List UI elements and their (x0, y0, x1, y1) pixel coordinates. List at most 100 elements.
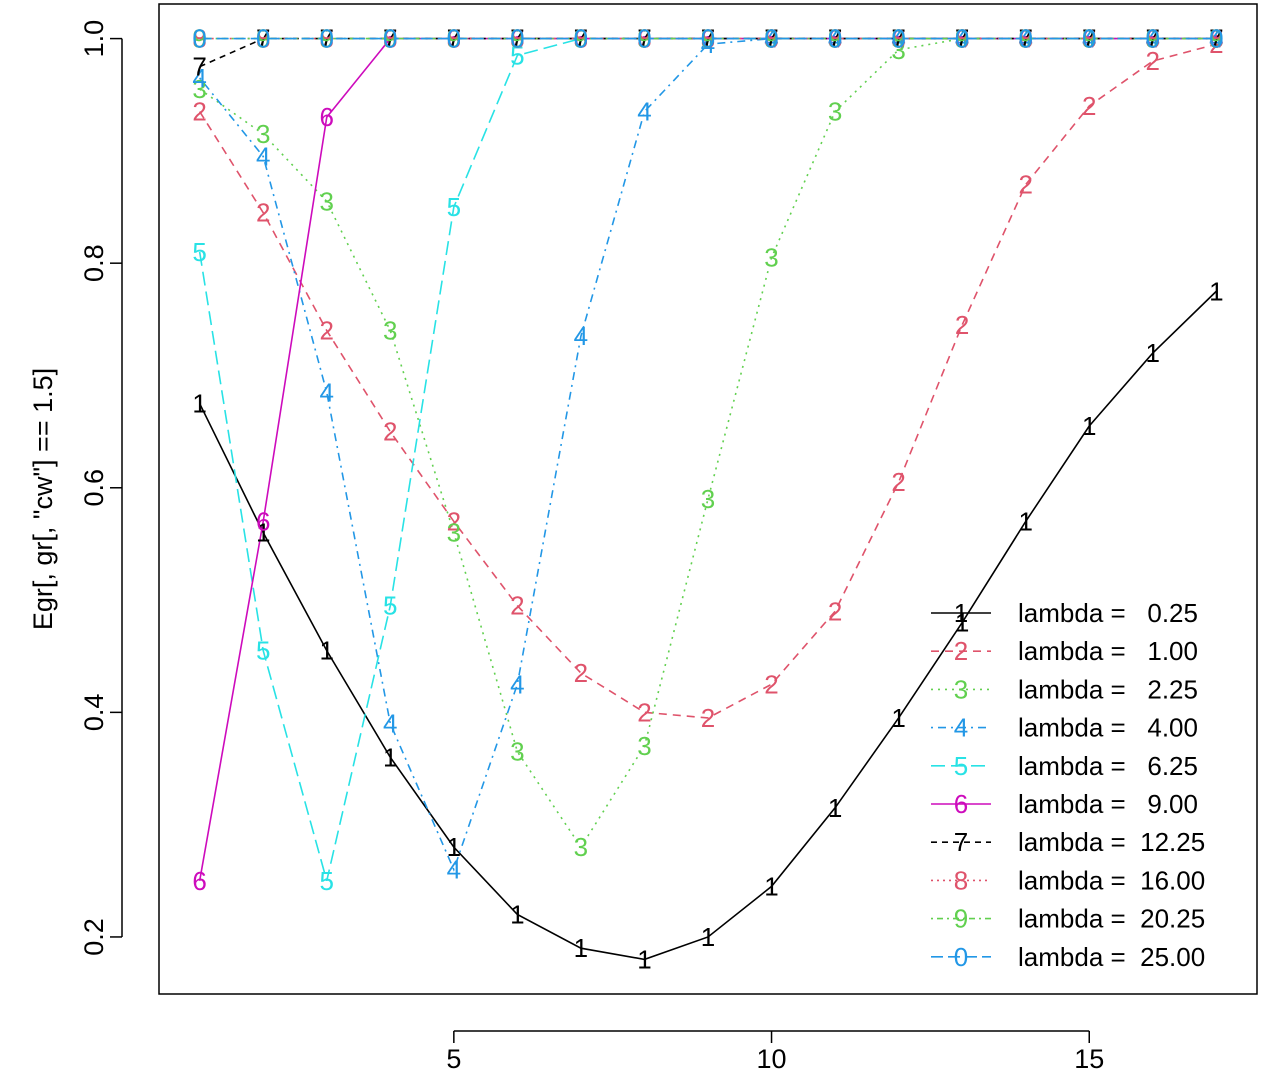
data-point-symbol: 2 (256, 198, 270, 228)
data-point-symbol: 6 (1146, 24, 1160, 54)
data-point-symbol: 4 (574, 321, 588, 351)
legend-symbol: 1 (954, 598, 968, 628)
legend-item: 0 lambda = 25.00 (931, 942, 1205, 972)
legend-symbol: 5 (954, 751, 968, 781)
data-point-symbol: 7 (1209, 24, 1223, 54)
data-point-symbol: 8 (637, 24, 651, 54)
data-point-symbol: 9 (701, 24, 715, 54)
x-tick-label: 10 (757, 1044, 787, 1073)
data-point-symbol: 5 (955, 24, 969, 54)
data-point-symbol: 7 (510, 24, 524, 54)
data-point-symbol: 5 (510, 40, 524, 70)
data-point-symbol: 3 (447, 518, 461, 548)
data-point-symbol: 1 (1018, 506, 1032, 536)
data-point-symbol: 7 (256, 24, 270, 54)
data-point-symbol: 7 (701, 24, 715, 54)
data-point-symbol: 5 (1209, 24, 1223, 54)
data-point-symbol: 1 (1146, 338, 1160, 368)
data-point-symbol: 5 (701, 24, 715, 54)
data-point-symbol: 9 (891, 24, 905, 54)
data-point-symbol: 2 (828, 596, 842, 626)
data-point-symbol: 4 (828, 24, 842, 54)
data-point-symbol: 0 (764, 24, 778, 54)
data-point-symbol: 6 (574, 24, 588, 54)
data-point-symbol: 1 (1082, 411, 1096, 441)
data-point-symbol: 0 (320, 24, 334, 54)
data-point-symbol: 3 (1146, 24, 1160, 54)
data-point-symbol: 8 (574, 24, 588, 54)
data-point-symbol: 9 (574, 24, 588, 54)
legend-item: 9 lambda = 20.25 (931, 904, 1205, 934)
data-point-symbol: 0 (1082, 24, 1096, 54)
x-tick-label: 15 (1074, 1044, 1104, 1073)
data-point-symbol: 0 (192, 24, 206, 54)
data-point-symbol: 0 (447, 24, 461, 54)
data-point-symbol: 1 (510, 899, 524, 929)
legend-label: lambda = 25.00 (1018, 942, 1205, 972)
data-point-symbol: 1 (891, 703, 905, 733)
data-point-symbol: 2 (383, 417, 397, 447)
legend-symbol: 2 (954, 636, 968, 666)
data-point-symbol: 8 (764, 24, 778, 54)
data-point-symbol: 6 (510, 24, 524, 54)
data-point-symbol: 0 (256, 24, 270, 54)
data-point-symbol: 2 (955, 310, 969, 340)
data-point-symbol: 5 (637, 24, 651, 54)
legend-item: 2 lambda = 1.00 (931, 636, 1198, 666)
data-point-symbol: 6 (828, 24, 842, 54)
data-point-symbol: 1 (383, 742, 397, 772)
data-point-symbol: 8 (1018, 24, 1032, 54)
data-point-symbol: 2 (1209, 29, 1223, 59)
data-point-symbol: 9 (383, 24, 397, 54)
legend: 1 lambda = 0.25 2 lambda = 1.00 3 lambda = 2.… (931, 598, 1205, 972)
data-point-symbol: 2 (574, 658, 588, 688)
data-point-symbol: 4 (256, 141, 270, 171)
data-point-symbol: 0 (828, 24, 842, 54)
data-point-symbol: 7 (955, 24, 969, 54)
data-point-symbol: 8 (955, 24, 969, 54)
data-point-symbol: 6 (1018, 24, 1032, 54)
data-point-symbol: 2 (510, 591, 524, 621)
data-point-symbol: 2 (637, 697, 651, 727)
y-tick-label: 0.8 (79, 244, 109, 282)
data-point-symbol: 3 (637, 731, 651, 761)
legend-item: 8 lambda = 16.00 (931, 865, 1205, 895)
data-point-symbol: 2 (320, 316, 334, 346)
legend-item: 1 lambda = 0.25 (931, 598, 1198, 628)
data-point-symbol: 9 (256, 24, 270, 54)
data-point-symbol: 7 (320, 24, 334, 54)
data-point-symbol: 3 (256, 119, 270, 149)
data-point-symbol: 1 (955, 608, 969, 638)
data-point-symbol: 8 (891, 24, 905, 54)
data-point-symbol: 0 (574, 24, 588, 54)
data-point-symbol: 6 (955, 24, 969, 54)
x-tick-label: 5 (446, 1044, 461, 1073)
data-point-symbol: 5 (447, 192, 461, 222)
legend-label: lambda = 2.25 (1018, 674, 1198, 704)
data-point-symbol: 0 (637, 24, 651, 54)
data-point-symbol: 7 (1018, 24, 1032, 54)
legend-item: 5 lambda = 6.25 (931, 751, 1198, 781)
y-axis: 0.2 0.4 0.6 0.8 1.0 (79, 20, 123, 956)
data-point-symbol: 8 (1209, 24, 1223, 54)
series-lines (198, 37, 1217, 961)
data-point-symbol: 5 (1082, 24, 1096, 54)
data-point-symbol: 8 (447, 24, 461, 54)
legend-label: lambda = 9.00 (1018, 789, 1198, 819)
data-point-symbol: 2 (1146, 46, 1160, 76)
data-point-symbol: 2 (764, 669, 778, 699)
data-point-symbol: 7 (828, 24, 842, 54)
data-point-symbol: 3 (1209, 24, 1223, 54)
data-point-symbol: 7 (383, 24, 397, 54)
data-point-symbol: 1 (637, 944, 651, 974)
data-point-symbol: 1 (192, 389, 206, 419)
data-point-symbol: 9 (1209, 24, 1223, 54)
y-tick-label: 0.4 (79, 694, 109, 732)
data-point-symbol: 2 (1082, 91, 1096, 121)
data-point-symbol: 0 (383, 24, 397, 54)
data-point-symbol: 1 (701, 922, 715, 952)
data-point-symbol: 6 (383, 24, 397, 54)
data-point-symbol: 3 (383, 316, 397, 346)
data-point-symbol: 9 (828, 24, 842, 54)
